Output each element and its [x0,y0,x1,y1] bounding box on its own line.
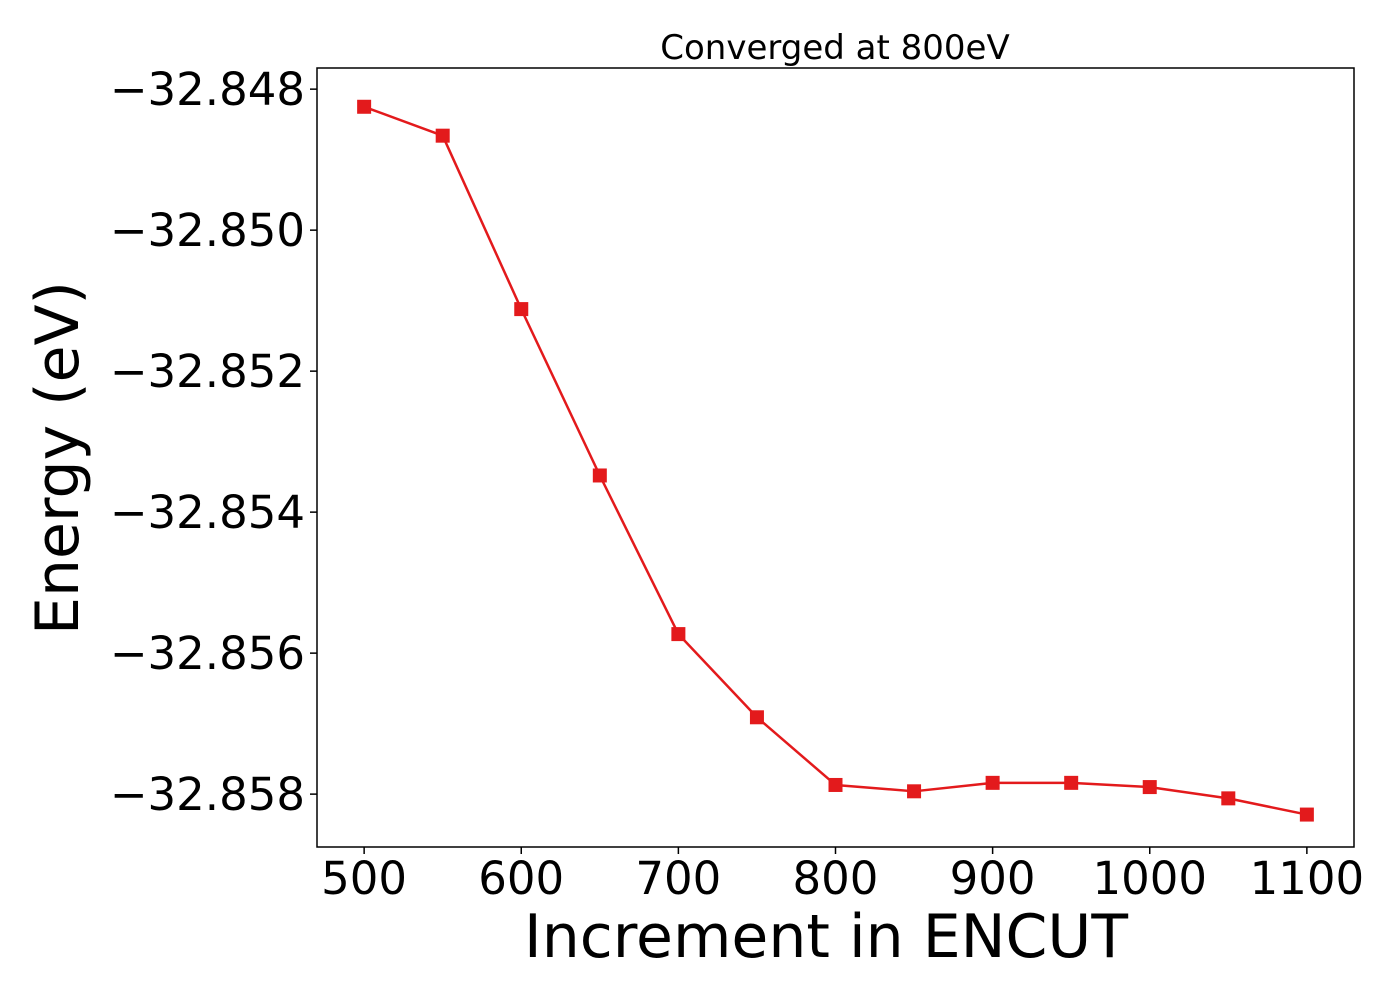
data-point [985,775,1000,790]
x-tick-label: 900 [950,852,1036,905]
data-point [1299,807,1314,822]
data-point [1064,775,1079,790]
data-point [357,99,372,114]
data-point [907,784,922,799]
y-tick-label: −32.856 [110,627,305,680]
data-point [749,710,764,725]
x-tick-label: 1100 [1250,852,1365,905]
plot-area [316,67,1355,848]
data-point [828,777,843,792]
y-tick-label: −32.848 [110,63,305,116]
y-ticks: −32.848 −32.850 −32.852 −32.854 −32.856 −32.8… [110,63,317,821]
data-point [1221,791,1236,806]
x-tick-label: 700 [635,852,721,905]
y-tick-label: −32.854 [110,486,305,539]
x-ticks: 500 600 700 800 900 1000 1100 [321,847,1364,905]
data-point [671,627,686,642]
x-tick-label: 500 [321,852,407,905]
data-point [1142,780,1157,795]
data-point [435,128,450,143]
y-tick-label: −32.852 [110,345,305,398]
x-tick-label: 600 [478,852,564,905]
x-axis-label: Increment in ENCUT [524,902,1128,972]
y-axis-label: Energy (eV) [23,281,93,635]
chart-title: Converged at 800eV [660,28,1009,68]
data-point [592,468,607,483]
x-tick-label: 1000 [1092,852,1207,905]
x-tick-label: 800 [793,852,879,905]
series-layer [357,99,1314,822]
y-tick-label: −32.858 [110,768,305,821]
data-point [514,302,529,317]
y-tick-label: −32.850 [110,204,305,257]
